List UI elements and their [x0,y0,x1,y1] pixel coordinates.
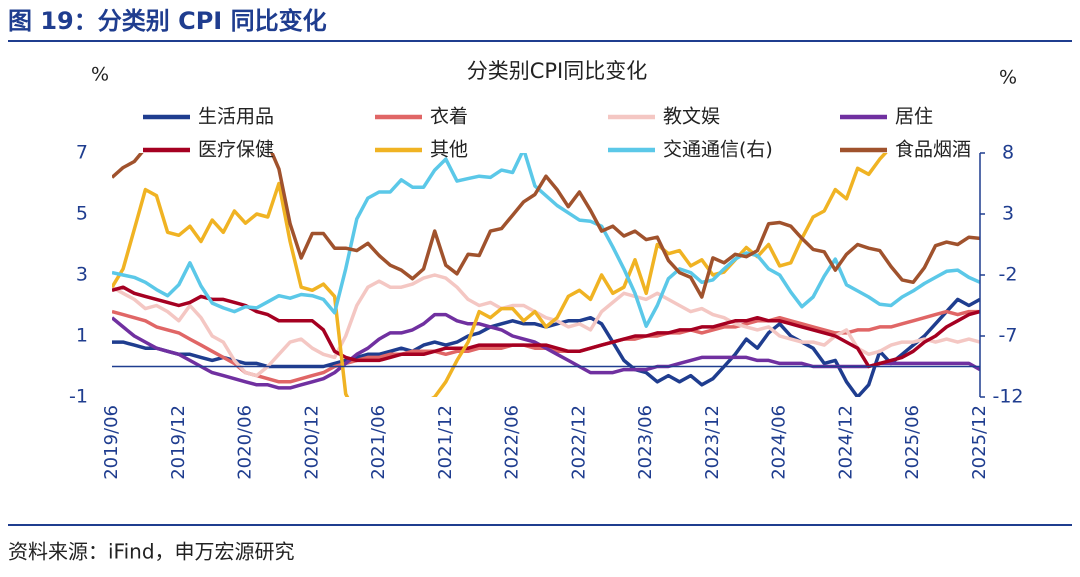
legend-label: 食品烟酒 [895,139,971,161]
x-tick-label: 2020/06 [235,405,256,480]
series-line [112,153,980,328]
y2-tick-label: -12 [992,386,1023,408]
x-tick-label: 2022/12 [568,405,589,480]
legend-label: 其他 [430,139,468,161]
chart-title: 分类别CPI同比变化 [467,59,648,83]
y2-tick-label: 3 [1002,203,1014,225]
x-tick-label: 2024/06 [769,405,790,480]
y-tick-label: -1 [69,386,88,408]
legend-label: 交通通信(右) [663,139,773,161]
series-line [112,153,888,397]
x-tick-label: 2021/06 [368,405,389,480]
y2-tick-label: 8 [1002,142,1014,164]
legend-label: 衣着 [430,106,468,128]
x-tick-label: 2019/12 [168,405,189,480]
x-tick-label: 2023/06 [635,405,656,480]
legend-label: 医疗保健 [198,139,274,161]
plot-area [112,153,980,397]
series-line [112,285,980,369]
x-tick-label: 2025/06 [902,405,923,480]
y-tick-label: 5 [76,203,88,225]
series-line [112,153,980,299]
figure-title: 图 19：分类别 CPI 同比变化 [8,7,327,35]
x-tick-label: 2021/12 [435,405,456,480]
x-tick-label: 2022/06 [502,405,523,480]
x-tick-label: 2025/12 [969,405,990,480]
x-tick-label: 2023/12 [702,405,723,480]
y2-tick-label: -7 [999,325,1018,347]
x-tick-label: 2020/12 [301,405,322,480]
y-axis-label: % [91,64,109,86]
y2-axis-label: % [999,67,1017,89]
x-tick-label: 2019/06 [101,405,122,480]
legend-label: 居住 [895,106,933,128]
legend-label: 教文娱 [663,106,720,128]
source: 资料来源：iFind，申万宏源研究 [8,540,295,564]
y2-tick-label: -2 [999,264,1018,286]
y-tick-label: 7 [76,142,88,164]
legend-label: 生活用品 [198,106,274,128]
y-tick-label: 3 [76,264,88,286]
x-tick-label: 2024/12 [835,405,856,480]
y-tick-label: 1 [76,325,88,347]
